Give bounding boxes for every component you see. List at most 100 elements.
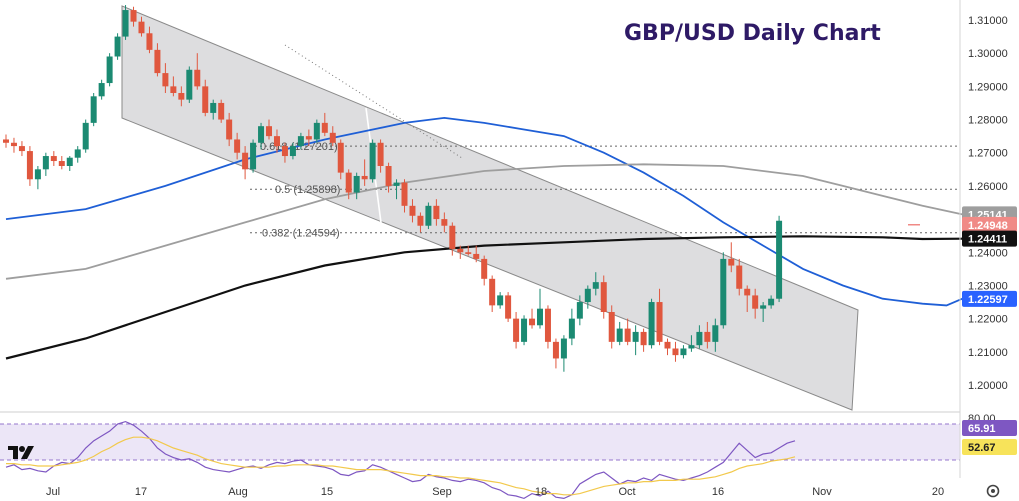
candle-body — [393, 182, 400, 186]
candle-body — [10, 142, 17, 147]
descending-channel — [121, 5, 859, 411]
x-tick-label: 18 — [535, 486, 547, 498]
x-tick-label: Sep — [432, 486, 452, 498]
candle-body — [433, 205, 440, 220]
candle-body — [600, 282, 607, 312]
candle-body — [242, 152, 249, 170]
candle-body — [497, 295, 504, 306]
candle-body — [122, 10, 129, 37]
settings-gear-icon[interactable] — [986, 484, 1000, 498]
candle-body — [250, 142, 257, 170]
candle-body — [114, 36, 121, 57]
candle-body — [297, 136, 304, 147]
candle-body — [361, 175, 368, 180]
candle-body — [178, 93, 185, 100]
candle-body — [234, 139, 241, 153]
x-tick-label: 20 — [932, 486, 944, 498]
candle-body — [473, 253, 480, 259]
candle-body — [465, 252, 472, 254]
candle-body — [66, 157, 73, 166]
candle-body — [106, 56, 113, 84]
candle-body — [505, 295, 512, 319]
x-tick-label: 15 — [321, 486, 333, 498]
y-tick-label: 1.29000 — [968, 81, 1008, 93]
candle-body — [385, 166, 392, 186]
x-tick-label: Jul — [46, 486, 60, 498]
candle-body — [672, 348, 679, 356]
candle-body — [776, 220, 783, 299]
y-tick-label: 1.20000 — [968, 380, 1008, 392]
candle-body — [50, 156, 57, 162]
candle-body — [568, 318, 575, 339]
y-tick-label: 1.30000 — [968, 48, 1008, 60]
candles — [3, 5, 783, 372]
candle-body — [656, 302, 663, 342]
y-tick-label: 1.28000 — [968, 115, 1008, 127]
candle-body — [202, 86, 209, 113]
candle-body — [130, 10, 137, 22]
candle-body — [162, 73, 169, 87]
candle-body — [481, 258, 488, 279]
candle-body — [266, 126, 273, 137]
candle-body — [624, 328, 631, 342]
moving-average-line — [5, 163, 963, 280]
candle-body — [592, 282, 599, 289]
candle-body — [138, 21, 145, 34]
candle-body — [42, 156, 49, 170]
rsi-line — [5, 420, 796, 500]
candle-body — [337, 142, 344, 173]
candle-body — [369, 142, 376, 180]
tradingview-logo[interactable] — [8, 446, 34, 459]
candle-body — [584, 288, 591, 303]
svg-text:1.22597: 1.22597 — [968, 294, 1008, 306]
candle-body — [289, 146, 296, 157]
candle-body — [696, 331, 703, 346]
candle-body — [640, 331, 647, 346]
candle-body — [425, 205, 432, 226]
candle-body — [194, 69, 201, 87]
candle-body — [186, 69, 193, 100]
fib-label: 0.5 (1.25898) — [275, 184, 340, 196]
svg-text:1.24411: 1.24411 — [968, 234, 1007, 246]
candle-body — [329, 132, 336, 143]
candle-body — [744, 288, 751, 296]
candle-body — [513, 318, 520, 342]
candle-body — [345, 172, 352, 193]
candle-body — [154, 49, 161, 74]
svg-text:1.24948: 1.24948 — [968, 220, 1008, 232]
y-tick-label: 1.24000 — [968, 247, 1008, 259]
price-badge: 1.22597 — [962, 290, 1017, 307]
candle-body — [576, 302, 583, 319]
candle-body — [401, 182, 408, 206]
candle-body — [489, 278, 496, 306]
moving-averages — [5, 116, 963, 360]
candle-body — [736, 265, 743, 289]
candle-body — [616, 328, 623, 342]
y-tick-label: 1.22000 — [968, 314, 1008, 326]
candle-body — [377, 142, 384, 166]
candle-body — [712, 325, 719, 342]
candle-body — [704, 331, 711, 342]
candle-body — [728, 258, 735, 266]
candle-body — [521, 318, 528, 342]
y-tick-label: 1.26000 — [968, 181, 1008, 193]
candle-body — [74, 149, 81, 158]
x-tick-label: Nov — [812, 486, 832, 498]
candle-body — [258, 126, 265, 143]
candle-body — [760, 305, 767, 309]
candle-body — [34, 169, 41, 180]
chart-title: GBP/USD Daily Chart — [624, 21, 881, 46]
candle-body — [353, 175, 360, 193]
moving-average-line — [5, 116, 963, 307]
candle-body — [146, 33, 153, 50]
price-badge: 1.24411 — [962, 230, 1017, 247]
rsi-band — [0, 424, 960, 460]
candle-body — [417, 215, 424, 226]
candle-body — [449, 225, 456, 249]
x-tick-label: 16 — [712, 486, 724, 498]
rsi-pane — [0, 420, 960, 500]
fib-label: 0.382 (1.24594) — [262, 228, 340, 240]
svg-text:65.91: 65.91 — [968, 423, 996, 435]
channel-midline — [284, 44, 463, 159]
